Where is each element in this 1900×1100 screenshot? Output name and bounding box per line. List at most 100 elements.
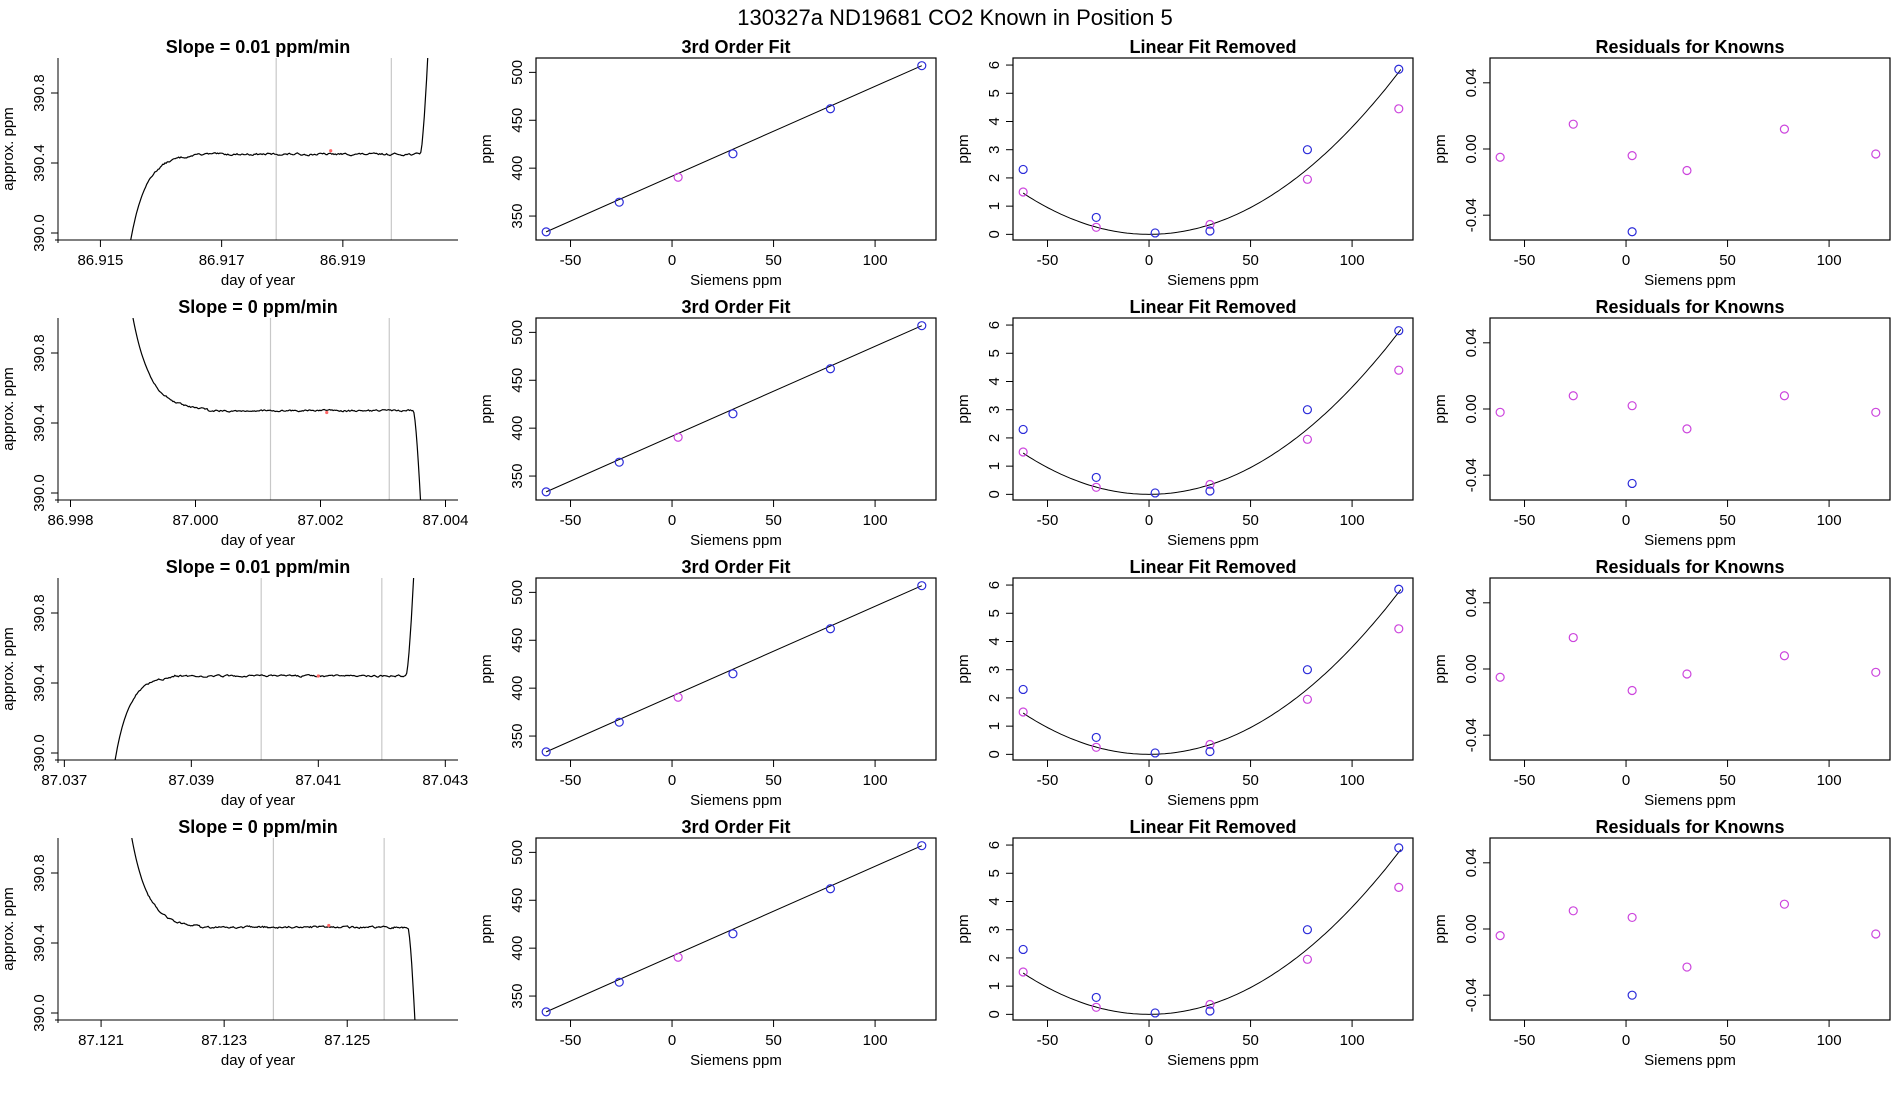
plot-frame xyxy=(535,317,937,501)
data-point-blue xyxy=(728,929,738,939)
panel-grid: Slope = 0.01 ppm/min day of year approx. p… xyxy=(0,37,1891,1069)
data-point-magenta xyxy=(1495,407,1505,417)
y-tick-label: 2 xyxy=(986,954,1003,962)
data-point-magenta xyxy=(1627,401,1637,411)
y-tick-label: 2 xyxy=(986,174,1003,182)
y-tick-label: 0 xyxy=(986,230,1003,238)
data-point-blue xyxy=(917,61,927,71)
x-axis-title: Siemens ppm xyxy=(1167,532,1259,549)
y-tick-label: 350 xyxy=(509,984,526,1009)
x-tick-label: 0 xyxy=(1622,1032,1630,1049)
y-axis-title: ppm xyxy=(478,134,495,163)
x-tick-label: -50 xyxy=(1037,772,1059,789)
y-tick-label: 0 xyxy=(986,1010,1003,1018)
x-tick-label: 50 xyxy=(1719,772,1736,789)
data-point-blue xyxy=(1627,227,1637,237)
y-axis-title: approx. ppm xyxy=(0,887,17,970)
y-tick-label: 3 xyxy=(986,146,1003,154)
data-point-blue xyxy=(728,409,738,419)
fit-line xyxy=(545,585,922,753)
panel-r1-time: Slope = 0.01 ppm/min day of year approx. p… xyxy=(0,37,458,289)
data-point-blue xyxy=(1150,748,1160,758)
y-tick-label: 0.00 xyxy=(1463,394,1480,423)
data-point-blue xyxy=(1205,226,1215,236)
y-tick-label: 2 xyxy=(986,434,1003,442)
y-tick-label: 0.04 xyxy=(1463,588,1480,617)
x-tick-label: 0 xyxy=(1145,252,1153,269)
data-point-magenta xyxy=(1302,434,1313,444)
y-tick-label: 0.00 xyxy=(1463,654,1480,683)
x-tick-label: 0 xyxy=(1622,772,1630,789)
fit-curve xyxy=(1022,329,1402,495)
main-title: 130327a ND19681 CO2 Known in Position 5 xyxy=(737,5,1172,30)
data-point-magenta xyxy=(1302,954,1313,964)
data-point-blue xyxy=(1394,843,1404,853)
y-tick-label: 2 xyxy=(986,694,1003,702)
panel-r1-res: Residuals for Knowns Siemens ppm ppm -50 0 50… xyxy=(1432,37,1891,289)
x-tick-label: 87.004 xyxy=(423,512,469,529)
panel-title: 3rd Order Fit xyxy=(681,817,790,837)
data-point-magenta xyxy=(1682,962,1692,972)
data-point-magenta xyxy=(1091,222,1101,232)
y-tick-label: 4 xyxy=(986,377,1003,385)
data-point-blue xyxy=(825,364,836,374)
y-axis-title: ppm xyxy=(1432,914,1449,943)
co2-trace xyxy=(131,838,416,1020)
panel-title: Residuals for Knowns xyxy=(1595,37,1784,57)
y-tick-label: 0.04 xyxy=(1463,848,1480,877)
data-point-blue xyxy=(614,717,624,727)
y-tick-label: 6 xyxy=(986,61,1003,69)
data-point-blue xyxy=(541,747,551,757)
data-point-magenta xyxy=(1568,119,1578,129)
data-point-blue xyxy=(1302,925,1313,935)
x-tick-label: -50 xyxy=(1037,252,1059,269)
data-point-magenta xyxy=(1091,1002,1101,1012)
y-tick-label: 400 xyxy=(509,416,526,441)
y-axis-title: ppm xyxy=(1432,134,1449,163)
plot-frame xyxy=(1012,57,1414,241)
panel-title: 3rd Order Fit xyxy=(681,37,790,57)
data-point-magenta xyxy=(1394,104,1404,114)
data-point-magenta xyxy=(1091,482,1101,492)
data-point-blue xyxy=(1018,944,1028,955)
x-tick-label: 0 xyxy=(668,772,676,789)
x-axis-title: Siemens ppm xyxy=(690,792,782,809)
plot-frame xyxy=(1012,577,1414,761)
x-tick-label: -50 xyxy=(1514,772,1536,789)
plot-frame xyxy=(1489,577,1891,761)
x-tick-label: -50 xyxy=(560,1032,582,1049)
data-point-blue xyxy=(1394,64,1404,74)
data-point-blue xyxy=(541,487,551,497)
plot-area xyxy=(1495,119,1881,237)
panel-title: Linear Fit Removed xyxy=(1129,297,1296,317)
x-tick-label: 0 xyxy=(1145,512,1153,529)
data-point-magenta xyxy=(1205,999,1215,1010)
panel-title: Residuals for Knowns xyxy=(1595,557,1784,577)
data-point-blue xyxy=(1394,326,1404,336)
y-tick-label: 390.0 xyxy=(31,994,48,1032)
data-point-blue xyxy=(728,669,738,679)
x-axis-title: day of year xyxy=(221,792,295,809)
y-tick-label: 450 xyxy=(509,628,526,653)
y-tick-label: 5 xyxy=(986,609,1003,617)
data-point-magenta xyxy=(1779,899,1790,909)
y-tick-label: 0.04 xyxy=(1463,328,1480,357)
data-point-magenta xyxy=(1682,669,1692,679)
y-tick-label: 390.4 xyxy=(31,404,48,442)
x-axis-title: Siemens ppm xyxy=(1644,272,1736,289)
y-tick-label: 400 xyxy=(509,936,526,961)
panel-title: Linear Fit Removed xyxy=(1129,817,1296,837)
data-point-blue xyxy=(541,1007,551,1017)
y-tick-label: 0.00 xyxy=(1463,914,1480,943)
y-axis-title: ppm xyxy=(1432,654,1449,683)
x-tick-label: 100 xyxy=(1817,252,1842,269)
y-axis-title: approx. ppm xyxy=(0,367,17,450)
y-tick-label: 4 xyxy=(986,117,1003,125)
y-axis-title: ppm xyxy=(478,914,495,943)
plot-area xyxy=(131,838,416,1020)
y-tick-label: 5 xyxy=(986,869,1003,877)
x-tick-label: -50 xyxy=(560,512,582,529)
data-point-magenta xyxy=(1568,632,1578,643)
x-axis-title: Siemens ppm xyxy=(690,1052,782,1069)
